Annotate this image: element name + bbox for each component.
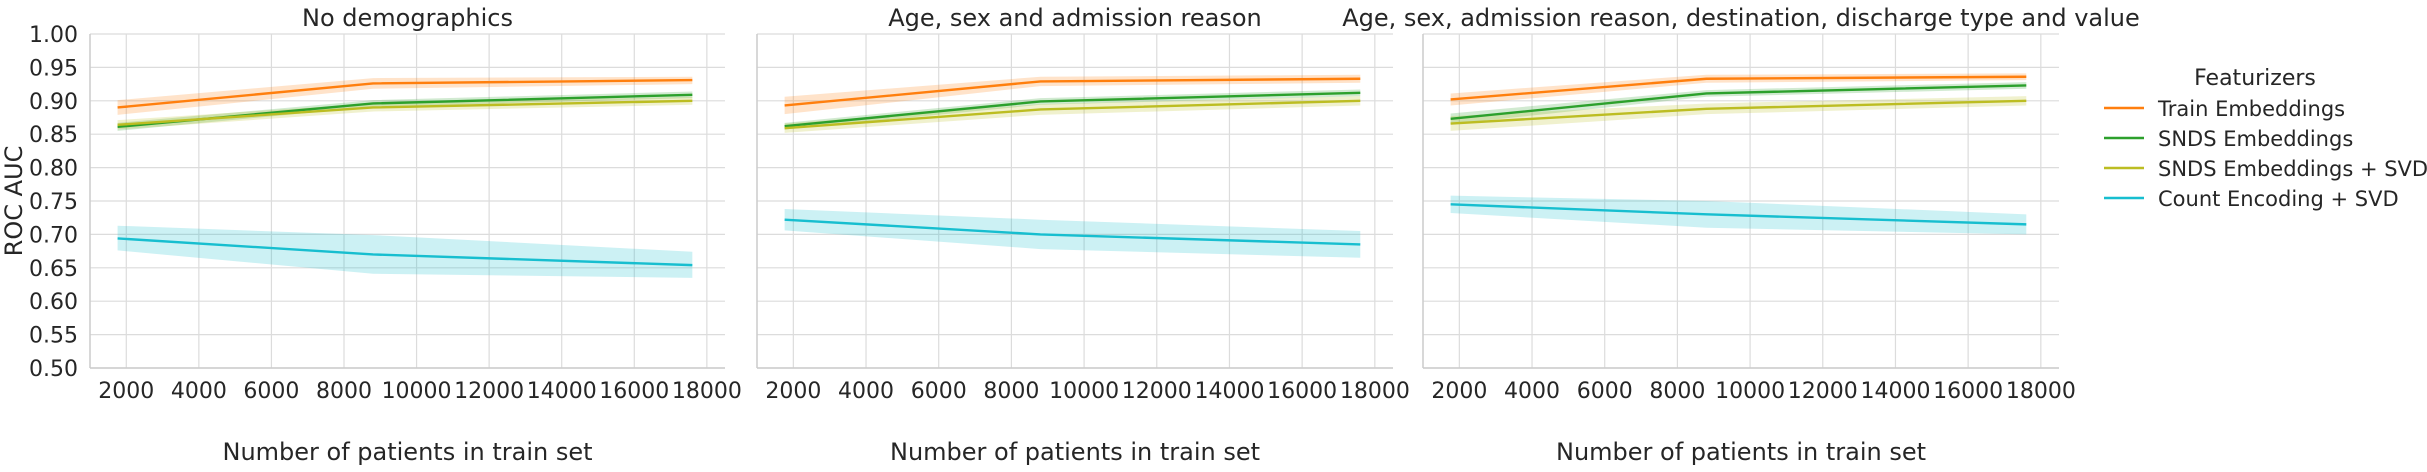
x-tick-label: 2000 bbox=[1431, 379, 1487, 404]
y-tick-label: 1.00 bbox=[29, 23, 78, 48]
y-tick-label: 0.50 bbox=[29, 357, 78, 382]
series-line-count-encoding-svd bbox=[117, 237, 693, 267]
confidence-band-count-encoding-svd bbox=[784, 209, 1361, 258]
legend-label: Count Encoding + SVD bbox=[2158, 187, 2399, 211]
series-line-count-encoding-svd bbox=[784, 218, 1361, 246]
x-tick-label: 18000 bbox=[672, 379, 742, 404]
x-tick-label: 10000 bbox=[382, 379, 452, 404]
legend-label: SNDS Embeddings bbox=[2158, 127, 2353, 151]
series-line-train-embeddings bbox=[784, 77, 1361, 107]
x-tick-label: 12000 bbox=[454, 379, 524, 404]
x-axis-label: Number of patients in train set bbox=[890, 438, 1260, 466]
series-line-snds-embeddings-svd bbox=[1450, 99, 2027, 125]
x-tick-label: 10000 bbox=[1715, 379, 1785, 404]
y-tick-label: 0.65 bbox=[29, 257, 78, 282]
series-line-count-encoding-svd bbox=[1450, 203, 2027, 226]
series-line-snds-embeddings-svd bbox=[784, 99, 1361, 130]
x-tick-label: 14000 bbox=[1194, 379, 1264, 404]
panel-title: No demographics bbox=[302, 4, 513, 32]
y-tick-label: 0.85 bbox=[29, 123, 78, 148]
confidence-band-count-encoding-svd bbox=[117, 225, 693, 278]
series-line-train-embeddings bbox=[117, 78, 693, 109]
y-tick-label: 0.95 bbox=[29, 56, 78, 81]
x-tick-label: 16000 bbox=[1267, 379, 1337, 404]
y-tick-label: 0.80 bbox=[29, 157, 78, 182]
x-tick-label: 14000 bbox=[1860, 379, 1930, 404]
y-axis-label: ROC AUC bbox=[0, 146, 28, 257]
x-tick-label: 16000 bbox=[599, 379, 669, 404]
y-tick-label: 0.75 bbox=[29, 190, 78, 215]
series-line-snds-embeddings bbox=[1450, 84, 2027, 121]
x-tick-label: 12000 bbox=[1788, 379, 1858, 404]
x-tick-label: 2000 bbox=[765, 379, 821, 404]
confidence-band-snds-embeddings bbox=[784, 89, 1361, 130]
y-tick-label: 0.70 bbox=[29, 223, 78, 248]
x-tick-label: 4000 bbox=[1504, 379, 1560, 404]
x-axis-label: Number of patients in train set bbox=[222, 438, 592, 466]
x-tick-label: 6000 bbox=[243, 379, 299, 404]
x-tick-label: 8000 bbox=[983, 379, 1039, 404]
x-tick-label: 12000 bbox=[1122, 379, 1192, 404]
x-tick-label: 6000 bbox=[911, 379, 967, 404]
x-tick-label: 18000 bbox=[2006, 379, 2076, 404]
legend-label: Train Embeddings bbox=[2157, 97, 2345, 121]
series-line-snds-embeddings-svd bbox=[117, 99, 693, 127]
x-tick-label: 10000 bbox=[1049, 379, 1119, 404]
legend-title: Featurizers bbox=[2194, 66, 2316, 91]
x-tick-label: 6000 bbox=[1577, 379, 1633, 404]
x-tick-label: 14000 bbox=[527, 379, 597, 404]
series-line-train-embeddings bbox=[1450, 75, 2027, 101]
series-line-snds-embeddings bbox=[784, 91, 1361, 128]
confidence-band-snds-embeddings bbox=[117, 91, 693, 131]
x-tick-label: 8000 bbox=[1649, 379, 1705, 404]
panel-title: Age, sex, admission reason, destination,… bbox=[1342, 4, 2140, 32]
x-tick-label: 18000 bbox=[1340, 379, 1410, 404]
x-tick-label: 16000 bbox=[1933, 379, 2003, 404]
y-tick-label: 0.55 bbox=[29, 324, 78, 349]
x-tick-label: 4000 bbox=[171, 379, 227, 404]
x-axis-label: Number of patients in train set bbox=[1556, 438, 1926, 466]
panel-title: Age, sex and admission reason bbox=[888, 4, 1262, 32]
legend-label: SNDS Embeddings + SVD bbox=[2158, 157, 2427, 181]
x-tick-label: 8000 bbox=[316, 379, 372, 404]
y-tick-label: 0.90 bbox=[29, 90, 78, 115]
y-tick-label: 0.60 bbox=[29, 290, 78, 315]
x-tick-label: 4000 bbox=[838, 379, 894, 404]
x-tick-label: 2000 bbox=[98, 379, 154, 404]
